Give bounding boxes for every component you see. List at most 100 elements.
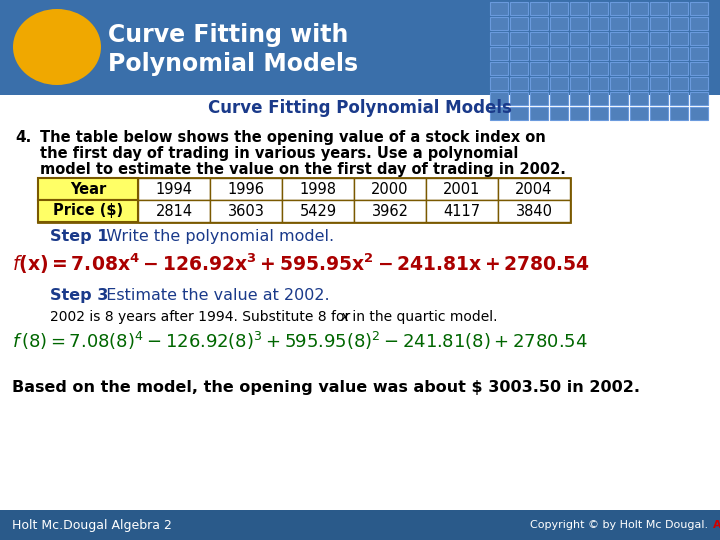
Bar [550,107,568,120]
Bar [670,47,688,60]
Bar [0,15,720,16]
Bar [650,32,668,45]
Bar [0,7,720,8]
Bar [0,12,720,13]
Text: The table below shows the opening value of a stock index on: The table below shows the opening value … [40,130,546,145]
Bar [590,92,608,105]
Text: 4117: 4117 [444,204,480,219]
Bar [0,66,720,67]
Bar [610,107,628,120]
Bar [0,76,720,77]
Bar [610,62,628,75]
Bar [0,20,720,21]
Bar [490,2,508,15]
Bar [0,510,720,540]
Bar [570,92,588,105]
Text: $\mathit{f}\,(8) = 7.08(8)^4 - 126.92(8)^3 + 595.95(8)^2 - 241.81(8) + 2780.54$: $\mathit{f}\,(8) = 7.08(8)^4 - 126.92(8)… [12,330,588,352]
Text: Curve Fitting Polynomial Models: Curve Fitting Polynomial Models [208,99,512,117]
Bar [354,178,426,200]
Text: 3840: 3840 [516,204,552,219]
Bar [0,35,720,36]
Bar [0,10,720,11]
Bar [490,92,508,105]
Bar [0,90,720,91]
Bar [670,77,688,90]
Bar [210,200,282,222]
Bar [0,49,720,50]
Bar [38,200,138,222]
Bar [570,107,588,120]
Bar [0,22,720,23]
Bar [590,107,608,120]
Bar [0,54,720,55]
Bar [630,17,648,30]
Bar [0,64,720,65]
Bar [0,83,720,84]
Bar [690,92,708,105]
Bar [0,13,720,14]
Bar [530,47,548,60]
Text: 5429: 5429 [300,204,336,219]
Bar [0,42,720,43]
Bar [690,17,708,30]
Bar [0,72,720,73]
Bar [0,16,720,17]
Bar [426,178,498,200]
Bar [138,178,210,200]
Bar [0,85,720,86]
Bar [630,107,648,120]
Bar [0,93,720,94]
Bar [630,77,648,90]
Bar [630,62,648,75]
Bar [0,95,720,121]
Bar [0,31,720,32]
Bar [570,32,588,45]
Bar [0,47,720,48]
Bar [690,32,708,45]
Bar [530,62,548,75]
Text: Step 1: Step 1 [50,229,109,244]
Bar [610,47,628,60]
Bar [0,33,720,34]
Bar [0,48,720,49]
Bar [38,178,138,200]
Bar [0,86,720,87]
Bar [0,88,720,89]
Bar [0,43,720,44]
Bar [490,47,508,60]
Bar [510,92,528,105]
Bar [510,62,528,75]
Bar [0,0,720,1]
Bar [690,47,708,60]
Bar [0,87,720,88]
Bar [0,79,720,80]
Text: Price ($): Price ($) [53,204,123,219]
Bar [0,1,720,2]
Bar [610,2,628,15]
Bar [0,51,720,52]
Bar [0,46,720,47]
Bar [530,32,548,45]
Bar [0,68,720,69]
Bar [0,30,720,31]
Bar [0,82,720,83]
Bar [0,63,720,64]
Bar [550,32,568,45]
Bar [138,200,210,222]
Bar [0,8,720,9]
Text: 1996: 1996 [228,181,264,197]
Bar [0,45,720,46]
Bar [282,200,354,222]
Bar [510,2,528,15]
Bar [426,200,498,222]
Bar [0,94,720,95]
Bar [0,24,720,25]
Bar [0,61,720,62]
Text: Polynomial Models: Polynomial Models [108,52,358,76]
Bar [650,92,668,105]
Bar [550,92,568,105]
Bar [0,67,720,68]
Bar [0,58,720,59]
Bar [650,47,668,60]
Bar [0,39,720,40]
